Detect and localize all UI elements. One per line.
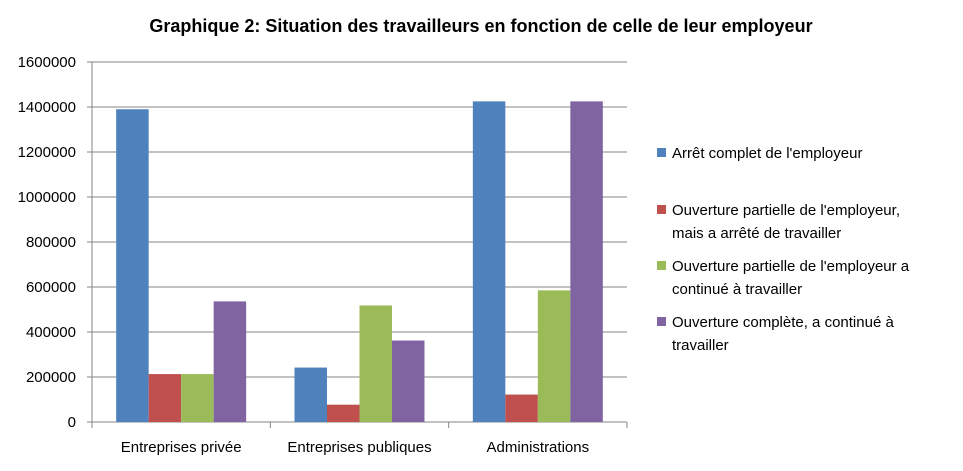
y-tick-label: 1600000 — [18, 54, 76, 71]
bar-series-3-category-1 — [181, 374, 214, 422]
y-tick-labels: 0 200000 400000 600000 800000 1000000 1200000 1… — [18, 54, 76, 431]
legend-label: travailler — [672, 337, 729, 354]
gridlines — [92, 61, 627, 378]
y-tick-label: 0 — [68, 414, 76, 431]
legend: Arrêt complet de l'employeur Ouverture pa… — [657, 145, 910, 354]
x-tick-label: Entreprises privée — [121, 439, 242, 456]
chart-title: Graphique 2: Situation des travailleurs … — [149, 16, 812, 36]
bar-series-1-category-2 — [294, 367, 327, 422]
legend-label: continué à travailler — [672, 281, 802, 298]
bar-series-3-category-3 — [537, 290, 571, 422]
legend-label: mais a arrêté de travailler — [672, 225, 841, 242]
x-tick-label: Administrations — [487, 439, 590, 456]
bar-series-4-category-3 — [570, 101, 603, 422]
bar-series-1-category-1 — [116, 109, 149, 422]
legend-label: Ouverture partielle de l'employeur a — [672, 258, 910, 275]
legend-label: Ouverture complète, a continué à — [672, 314, 894, 331]
y-tick-label: 1000000 — [18, 189, 76, 206]
y-tick-label: 1200000 — [18, 144, 76, 161]
bar-series-4-category-1 — [213, 301, 247, 422]
bar-series-2-category-2 — [327, 404, 360, 422]
legend-swatch — [657, 148, 666, 157]
legend-swatch — [657, 261, 666, 270]
y-tick-label: 200000 — [26, 369, 76, 386]
legend-label: Arrêt complet de l'employeur — [672, 145, 862, 162]
y-tick-label: 600000 — [26, 279, 76, 296]
y-tick-label: 400000 — [26, 324, 76, 341]
bar-series-2-category-1 — [148, 374, 182, 422]
x-tick-labels: Entreprises privée Entreprises publiques A… — [121, 439, 589, 456]
y-tick-label: 1400000 — [18, 99, 76, 116]
bar-series-3-category-2 — [359, 305, 392, 422]
x-tick-label: Entreprises publiques — [287, 439, 431, 456]
bar-series-1-category-3 — [472, 101, 506, 422]
legend-swatch — [657, 205, 666, 214]
bars — [116, 101, 603, 422]
bar-series-4-category-2 — [392, 340, 425, 422]
legend-swatch — [657, 317, 666, 326]
y-tick-label: 800000 — [26, 234, 76, 251]
bar-series-2-category-3 — [505, 394, 538, 422]
legend-label: Ouverture partielle de l'employeur, — [672, 202, 900, 219]
